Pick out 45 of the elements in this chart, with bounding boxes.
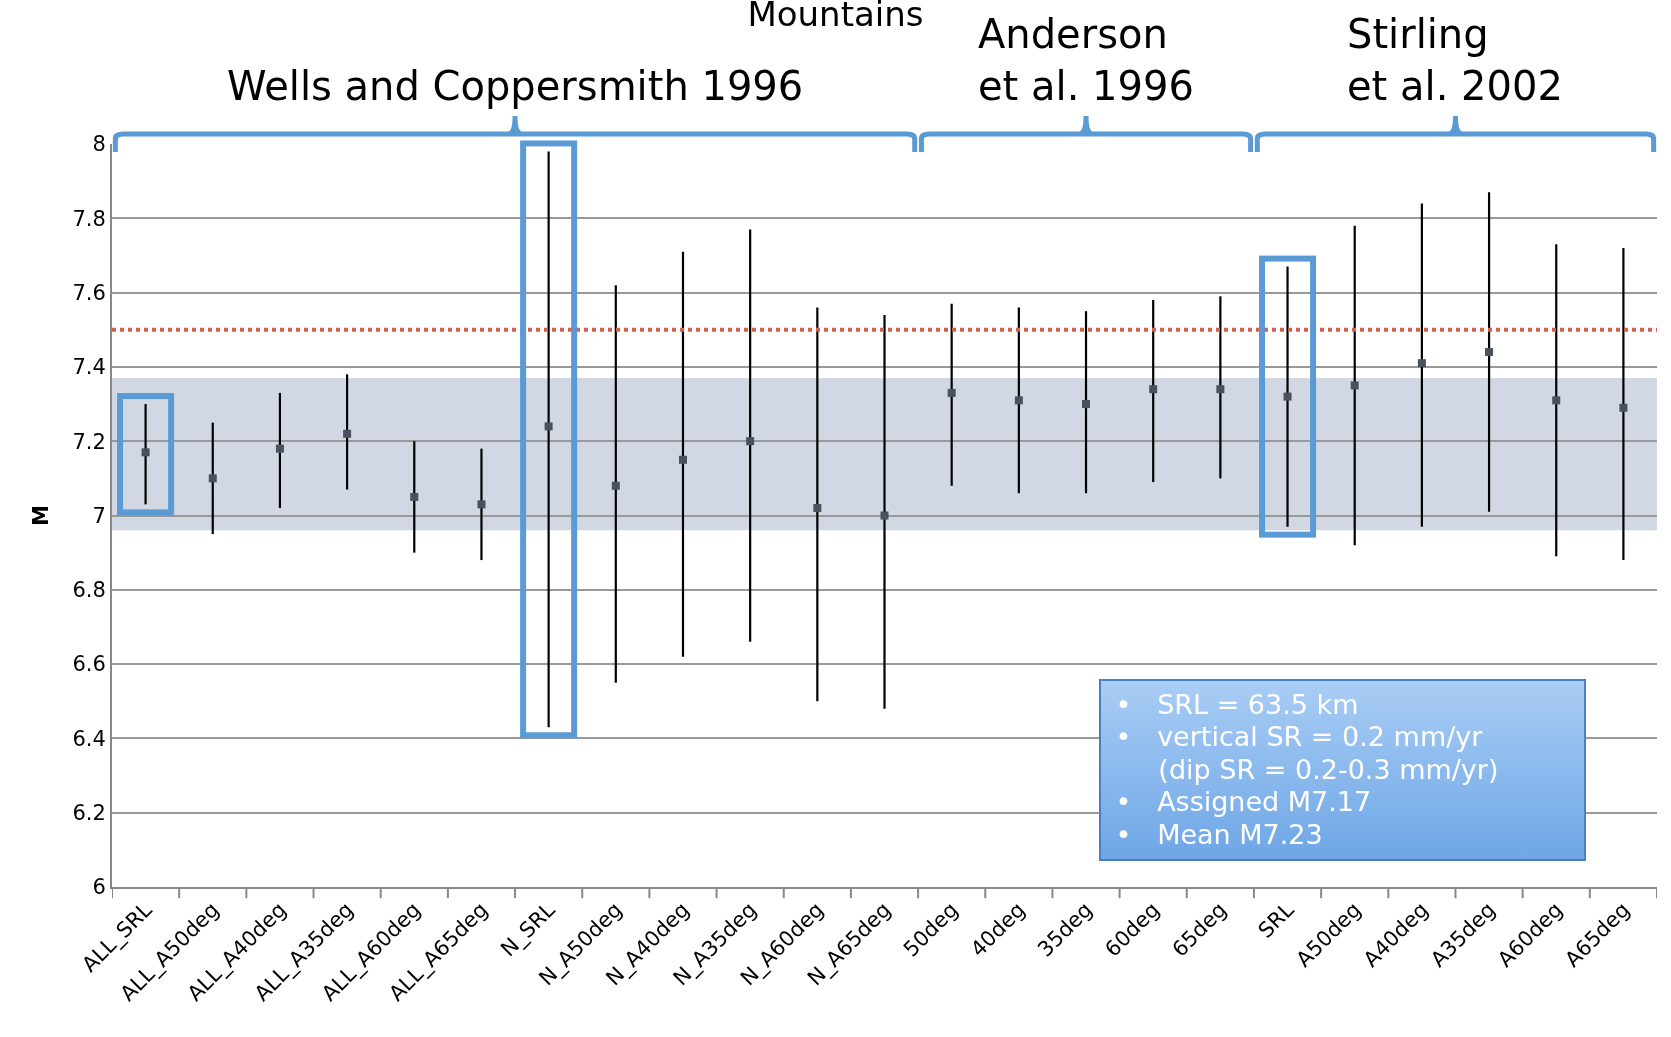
y-tick-label: 7 — [92, 503, 106, 528]
annotation: • Assigned M7.17 — [1115, 786, 1373, 819]
text: Stirling et al. 2002 — [1347, 11, 1563, 109]
text: Wells and Coppersmith 1996 — [227, 63, 804, 109]
point — [880, 511, 889, 520]
point — [410, 492, 419, 501]
point — [1619, 403, 1628, 412]
y-tick-label: 8 — [92, 132, 106, 157]
y-tick-label: 6.6 — [72, 652, 106, 677]
text: Anderson et al. 1996 — [978, 11, 1194, 109]
point — [275, 444, 284, 453]
point — [477, 500, 486, 509]
y-tick-label: 7.6 — [72, 280, 106, 305]
point — [141, 448, 150, 457]
annotation: • SRL = 63.5 km — [1115, 688, 1360, 722]
point — [1552, 396, 1561, 405]
chart-title: Mountains — [747, 0, 924, 34]
point — [544, 422, 553, 431]
point — [1082, 400, 1091, 409]
point — [1014, 396, 1023, 405]
x-tick-label: SRL — [1253, 897, 1299, 943]
y-tick-label: 6.4 — [72, 726, 106, 751]
point — [208, 474, 217, 483]
point — [1350, 381, 1359, 390]
y-tick-label: 6.8 — [72, 578, 106, 603]
point — [813, 504, 822, 513]
annotation: (dip SR = 0.2-0.3 mm/yr) — [1157, 753, 1500, 787]
annotation: • vertical SR = 0.2 mm/yr — [1115, 721, 1484, 754]
point — [1485, 348, 1494, 357]
point — [678, 455, 687, 464]
y-tick-label: 6.2 — [72, 801, 106, 826]
y-axis-title: M — [29, 505, 54, 526]
point — [746, 437, 755, 446]
y-tick-label: 6 — [92, 875, 106, 900]
point — [343, 429, 352, 438]
y-tick-label: 7.8 — [72, 206, 106, 231]
y-tick-label: 7.2 — [72, 429, 106, 454]
point — [1216, 385, 1225, 394]
point — [947, 388, 956, 397]
point — [1283, 392, 1292, 401]
point — [1417, 359, 1426, 368]
y-tick-label: 7.4 — [72, 355, 106, 380]
annotation: • Mean M7.23 — [1115, 818, 1324, 851]
point — [1149, 385, 1158, 394]
point — [611, 481, 620, 490]
